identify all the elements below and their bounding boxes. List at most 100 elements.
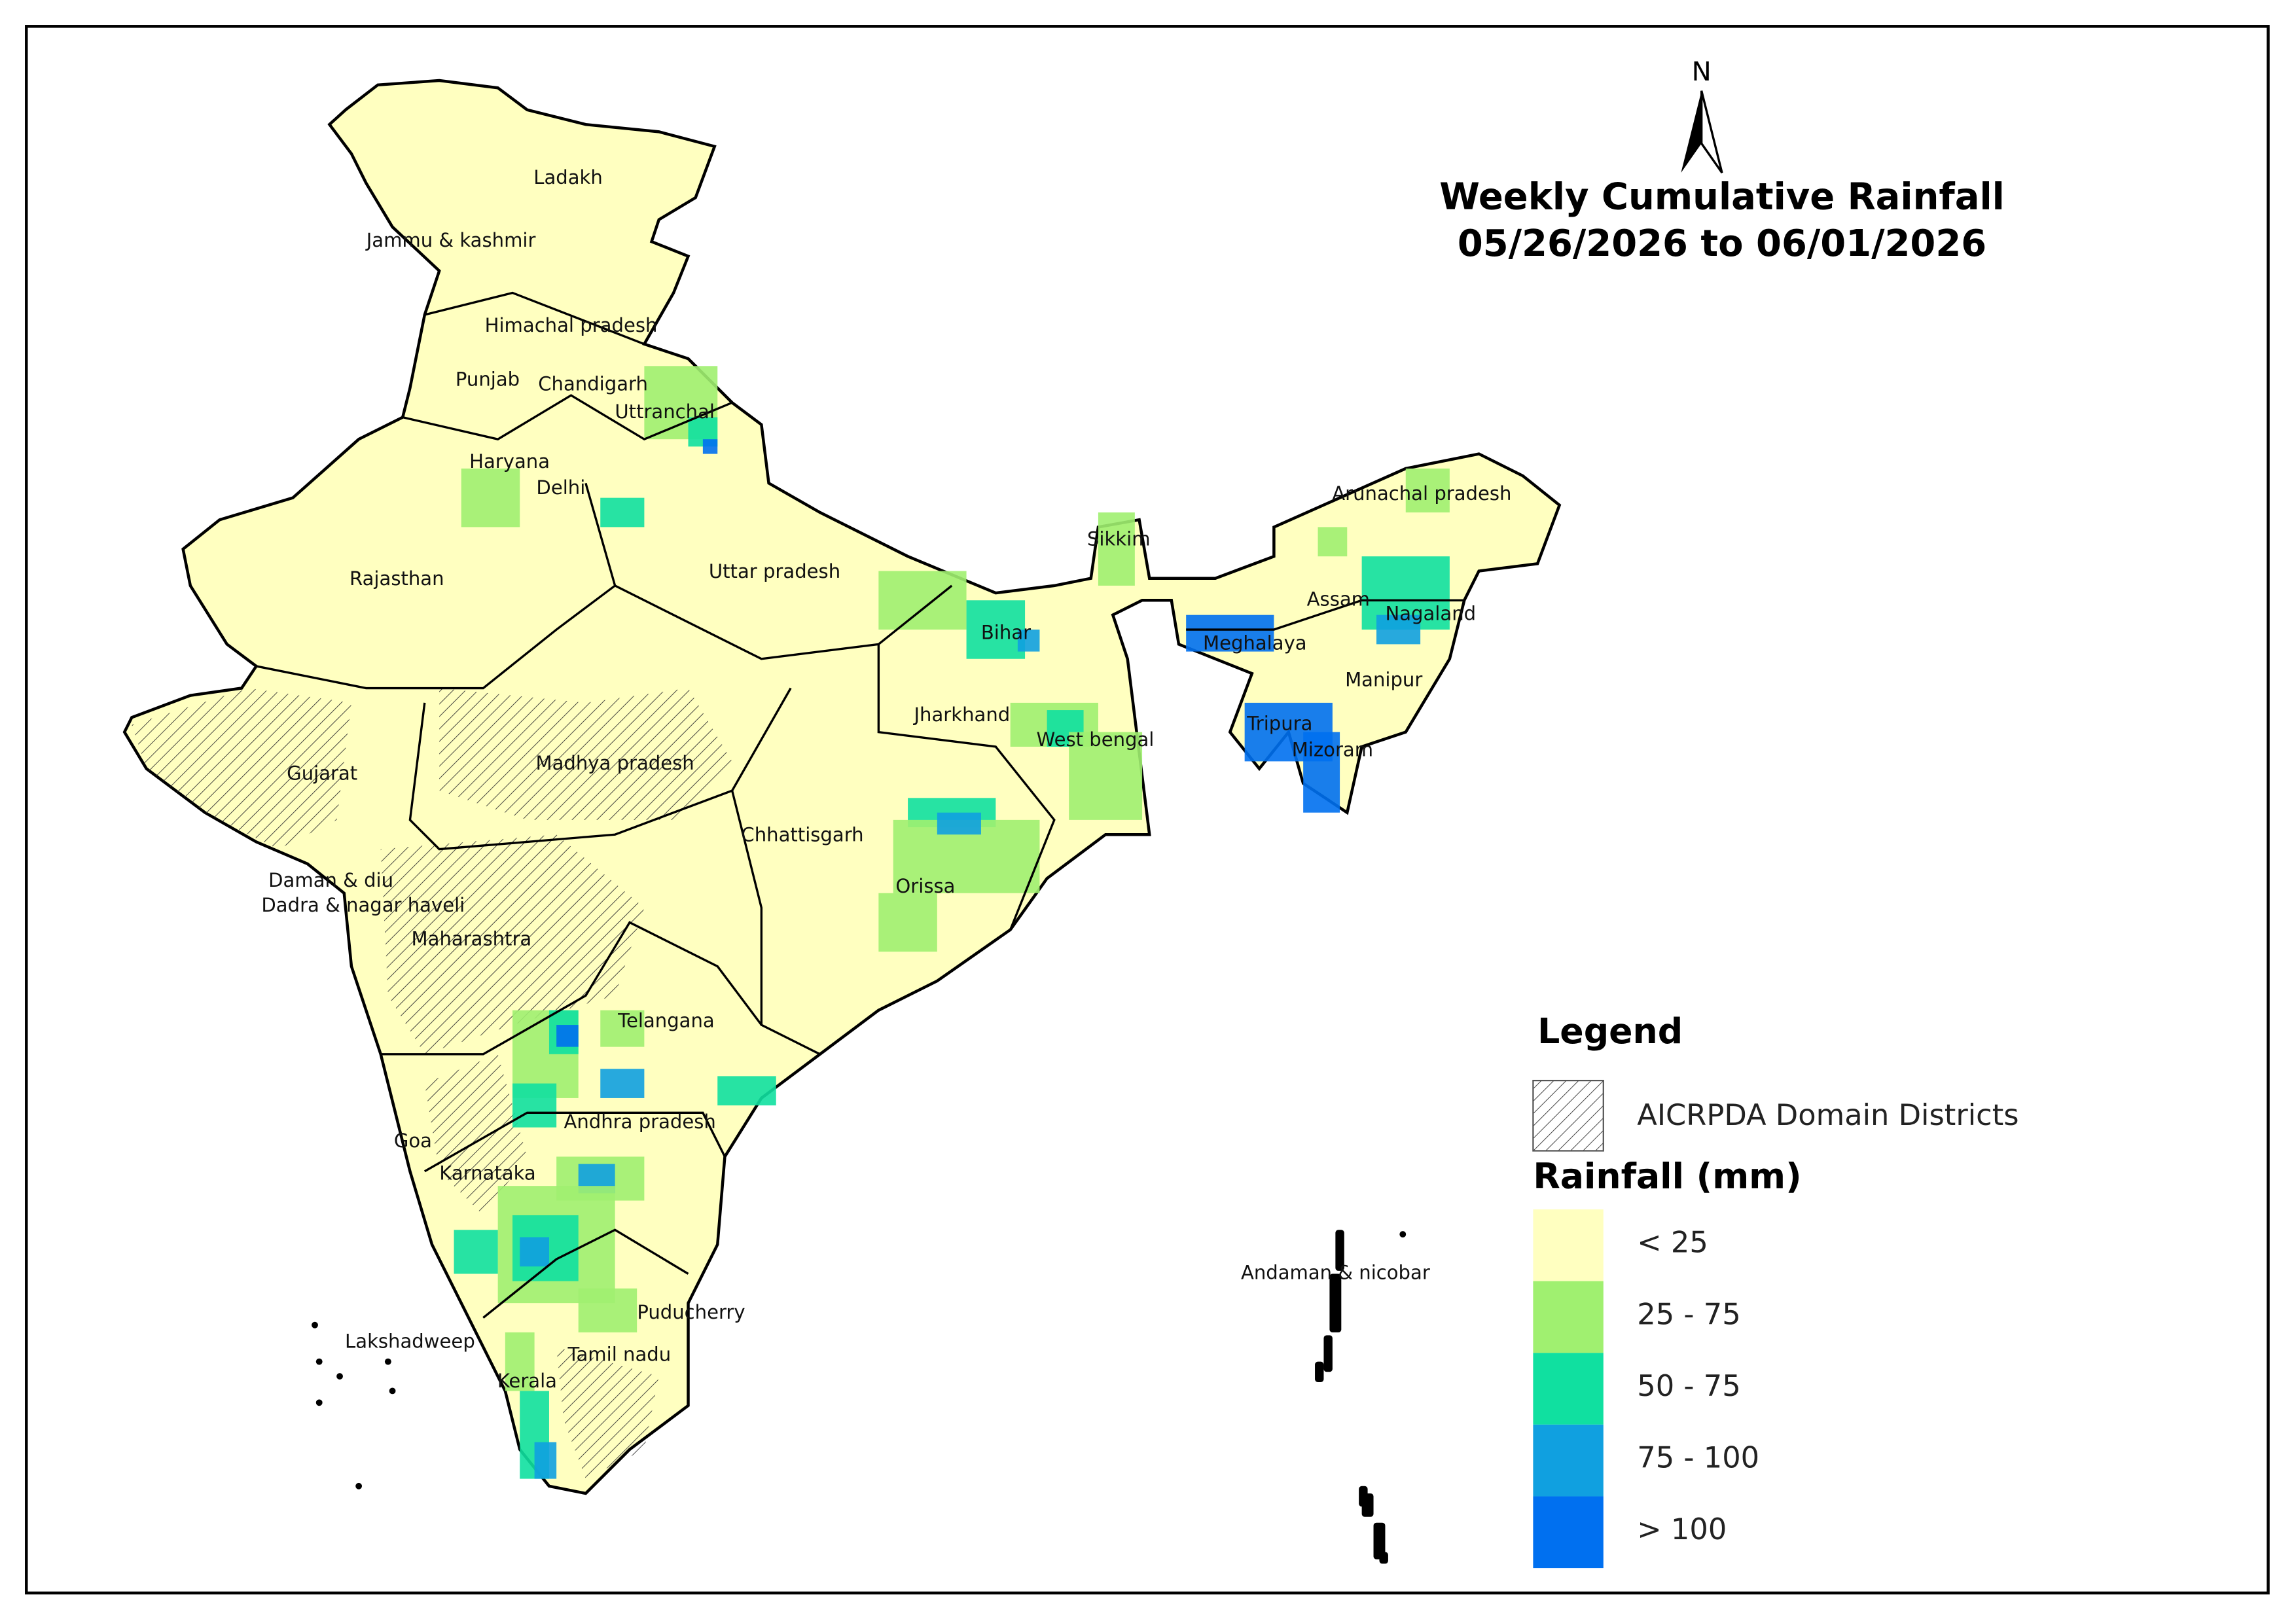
rainfall-patch xyxy=(1405,468,1450,513)
rainfall-patch xyxy=(717,1076,776,1106)
state-label: Jharkhand xyxy=(912,704,1010,726)
state-label: Andaman & nicobar xyxy=(1241,1261,1430,1283)
state-label: West bengal xyxy=(1037,728,1155,751)
state-label: Delhi xyxy=(536,476,585,499)
rainfall-patch xyxy=(1318,527,1348,557)
legend-classes: < 25 25 - 75 50 - 75 75 - 100 > 100 xyxy=(1533,1209,1759,1569)
rainfall-patch xyxy=(454,1230,498,1274)
legend-swatch xyxy=(1533,1496,1604,1569)
state-label: Kerala xyxy=(497,1370,557,1392)
state-label: Goa xyxy=(394,1130,432,1152)
border xyxy=(402,394,733,441)
island xyxy=(1335,1230,1344,1271)
state-label: Chandigarh xyxy=(538,372,648,395)
state-label: Chhattisgarh xyxy=(741,823,863,846)
legend-title: Legend xyxy=(1537,1010,1683,1052)
state-labels: Ladakh Jammu & kashmir Himachal pradesh Pun… xyxy=(261,166,1511,1392)
rainfall-patch xyxy=(512,1083,557,1128)
island-dot xyxy=(336,1373,343,1380)
state-label: Telangana xyxy=(617,1010,715,1032)
hatch-label: AICRPDA Domain Districts xyxy=(1637,1097,2018,1132)
state-label: Uttar pradesh xyxy=(709,560,840,582)
legend-label: 75 - 100 xyxy=(1637,1440,1759,1475)
state-label: Tamil nadu xyxy=(567,1344,672,1366)
rainfall-patch xyxy=(966,600,1026,659)
island-dot xyxy=(355,1482,363,1489)
rainfall-patch xyxy=(600,1010,645,1047)
state-label: Mizoram xyxy=(1292,739,1373,761)
island xyxy=(1379,1552,1388,1564)
state-label: Sikkim xyxy=(1087,528,1151,550)
border xyxy=(380,921,762,1056)
rainfall-patch xyxy=(461,468,520,527)
hatch-region xyxy=(132,688,351,849)
state-label: Uttranchal xyxy=(615,401,715,423)
island xyxy=(1323,1335,1333,1372)
border xyxy=(730,790,821,1056)
rainfall-patch xyxy=(937,812,981,835)
legend-label: 25 - 75 xyxy=(1637,1296,1740,1331)
rainfall-patch xyxy=(534,1442,557,1479)
island-dot xyxy=(384,1358,391,1365)
state-label: Dadra & nagar haveli xyxy=(261,894,465,916)
rainfall-patch xyxy=(878,571,967,630)
rainfall-patch xyxy=(1069,732,1143,820)
rainfall-patch xyxy=(556,1025,579,1047)
border xyxy=(877,644,1056,931)
state-label: Bihar xyxy=(981,622,1031,644)
border xyxy=(408,687,792,851)
legend-swatch xyxy=(1533,1353,1604,1425)
state-label: Arunachal pradesh xyxy=(1332,482,1511,505)
state-label: Meghalaya xyxy=(1203,632,1307,654)
island-dot xyxy=(1399,1231,1407,1238)
state-label: Tripura xyxy=(1246,712,1312,734)
state-label: Lakshadweep xyxy=(345,1330,475,1353)
north-arrow: N xyxy=(1681,57,1723,173)
legend-label: > 100 xyxy=(1637,1512,1727,1546)
legend-swatch xyxy=(1533,1424,1604,1497)
rainfall-patch xyxy=(578,1288,637,1332)
state-label: Himachal pradesh xyxy=(485,314,658,336)
rainfall-patch xyxy=(878,893,937,952)
island-dot xyxy=(389,1387,396,1395)
state-label: Nagaland xyxy=(1385,603,1476,625)
rainfall-patch xyxy=(1376,615,1421,645)
arrow-left xyxy=(1681,90,1702,173)
border xyxy=(614,584,953,660)
state-label: Ladakh xyxy=(533,166,603,188)
legend-swatch xyxy=(1533,1209,1604,1281)
border xyxy=(482,1228,689,1319)
border xyxy=(423,1111,726,1173)
legend-label: < 25 xyxy=(1637,1225,1708,1260)
island-dot xyxy=(312,1321,318,1329)
state-label: Madhya pradesh xyxy=(536,752,694,774)
rainfall-patch xyxy=(600,497,645,527)
state-label: Haryana xyxy=(469,450,550,473)
rainfall-patch xyxy=(520,1237,549,1267)
state-label: Punjab xyxy=(456,368,520,391)
rainfall-patch xyxy=(505,1332,535,1391)
hatch-swatch xyxy=(1532,1079,1604,1152)
island-dot xyxy=(315,1399,323,1406)
rainfall-patch xyxy=(1017,630,1040,652)
rainfall-patch xyxy=(1303,732,1340,813)
island xyxy=(1361,1493,1374,1517)
rainfall-patch xyxy=(702,439,718,454)
state-label: Daman & diu xyxy=(268,869,393,891)
state-label: Andhra pradesh xyxy=(564,1111,715,1133)
islands xyxy=(312,1230,1407,1564)
rainfall-title: Rainfall (mm) xyxy=(1533,1156,1801,1197)
state-label: Jammu & kashmir xyxy=(365,229,536,251)
title-line-1: Weekly Cumulative Rainfall xyxy=(1439,175,2005,218)
hatch-region xyxy=(439,688,732,820)
hatch-region xyxy=(556,1347,659,1479)
india-map xyxy=(122,79,1562,1564)
border xyxy=(1186,599,1465,631)
state-label: Rajasthan xyxy=(350,567,444,590)
state-label: Gujarat xyxy=(287,762,357,785)
rainfall-patch xyxy=(1098,512,1135,586)
border xyxy=(424,291,645,346)
frame xyxy=(25,25,2270,1595)
state-label: Orissa xyxy=(895,875,955,897)
